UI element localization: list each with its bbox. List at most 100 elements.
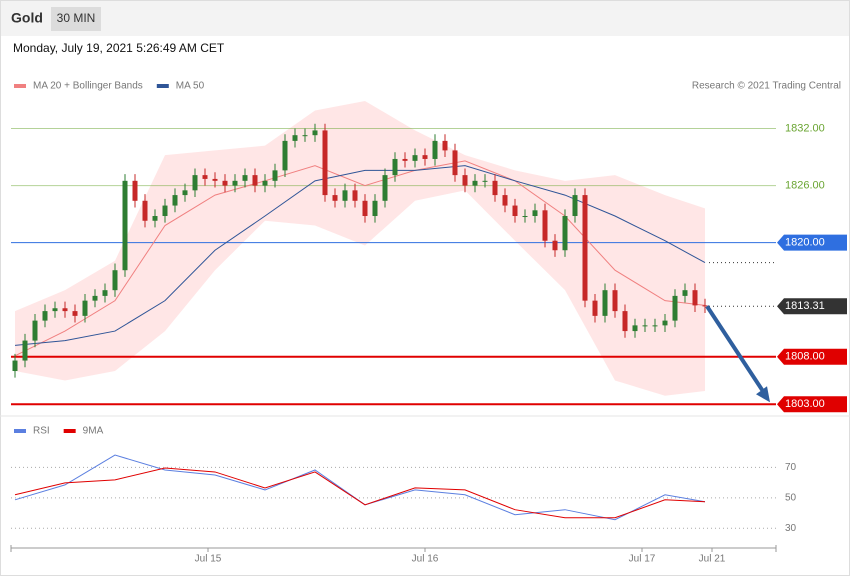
candle-body [92, 295, 98, 301]
rsi-tick-label: 50 [785, 492, 797, 503]
candle-body [642, 325, 648, 327]
candle-body [242, 175, 248, 181]
candle-body [132, 180, 138, 201]
legend-swatch [14, 429, 26, 433]
candle-body [262, 180, 268, 186]
legend-swatch [63, 429, 76, 433]
candle-body [662, 320, 668, 326]
forecast-arrowhead [756, 386, 770, 403]
candle-body [392, 158, 398, 176]
candle-body [402, 158, 408, 161]
candle-body [382, 175, 388, 201]
level-label: 1832.00 [785, 122, 825, 134]
candle-body [432, 140, 438, 159]
legend-label: RSI [33, 426, 50, 437]
candle-body [202, 175, 208, 179]
candle-body [32, 320, 38, 341]
level-label-box [777, 298, 847, 315]
rsi-tick-label: 70 [785, 462, 797, 473]
candle-body [502, 195, 508, 206]
candle-body [102, 290, 108, 296]
candle-body [572, 195, 578, 217]
candle-body [532, 210, 538, 217]
candle-body [302, 135, 308, 137]
candle-body [72, 311, 78, 316]
level-label-box [777, 348, 847, 365]
candle-body [232, 180, 238, 186]
candle-body [622, 311, 628, 332]
subtitle: Monday, July 19, 2021 5:26:49 AM CET [13, 41, 225, 55]
candle-body [472, 180, 478, 186]
legend-label: 9MA [83, 426, 104, 437]
indicator-line [14, 165, 706, 346]
candle-body [542, 210, 548, 241]
level-label: 1808.00 [785, 351, 825, 363]
x-tick-label: Jul 16 [412, 554, 439, 565]
candle-body [52, 308, 58, 312]
indicator-line [14, 160, 706, 357]
candle-body [252, 175, 258, 186]
candle-body [522, 216, 528, 218]
candle-body [552, 240, 558, 251]
legend-swatch [14, 84, 26, 88]
candle-body [162, 205, 168, 217]
candle-body [332, 195, 338, 201]
candle-body [342, 190, 348, 201]
level-label: 1826.00 [785, 179, 825, 191]
timeframe-box[interactable] [51, 7, 101, 31]
candle-body [222, 180, 228, 186]
candle-body [452, 150, 458, 176]
level-label: 1820.00 [785, 237, 825, 249]
candle-body [122, 180, 128, 271]
candle-body [322, 130, 328, 196]
chart-title: Gold [11, 10, 43, 26]
candle-body [592, 300, 598, 316]
candle-body [292, 135, 298, 141]
candle-body [442, 140, 448, 151]
candle-body [632, 325, 638, 332]
candle-body [492, 180, 498, 196]
bollinger-band [15, 100, 705, 396]
x-tick-label: Jul 21 [699, 554, 726, 565]
candle-body [282, 140, 288, 171]
legend-swatch [156, 84, 169, 88]
forecast-arrow [705, 305, 767, 396]
level-label: 1803.00 [785, 398, 825, 410]
candle-body [412, 155, 418, 161]
timeframe[interactable]: 30 MIN [57, 11, 96, 25]
candle-body [692, 290, 698, 306]
candle-body [192, 175, 198, 191]
legend-label: MA 50 [176, 81, 205, 92]
level-label: 1813.31 [785, 300, 825, 312]
rsi-line [14, 467, 706, 519]
candle-body [422, 155, 428, 159]
candle-body [682, 290, 688, 296]
candle-body [42, 311, 48, 321]
candle-body [12, 360, 18, 372]
candle-body [182, 190, 188, 196]
header-bar [1, 1, 849, 36]
candle-body [702, 305, 708, 307]
candle-body [672, 295, 678, 321]
candle-body [312, 130, 318, 136]
candle-body [602, 290, 608, 316]
rsi-tick-label: 30 [785, 523, 797, 534]
x-tick-label: Jul 15 [195, 554, 222, 565]
candle-body [172, 195, 178, 206]
candle-body [512, 205, 518, 217]
candle-body [112, 270, 118, 291]
candle-body [462, 175, 468, 186]
legend-label: MA 20 + Bollinger Bands [33, 81, 143, 92]
candle-body [212, 178, 218, 181]
candle-body [142, 200, 148, 221]
candle-body [562, 216, 568, 251]
level-label-box [777, 396, 847, 413]
candle-body [582, 195, 588, 301]
candle-body [482, 180, 488, 182]
level-label-box [777, 234, 847, 251]
candle-body [82, 300, 88, 316]
candle-body [362, 200, 368, 217]
candle-body [352, 190, 358, 201]
candle-body [22, 340, 28, 361]
